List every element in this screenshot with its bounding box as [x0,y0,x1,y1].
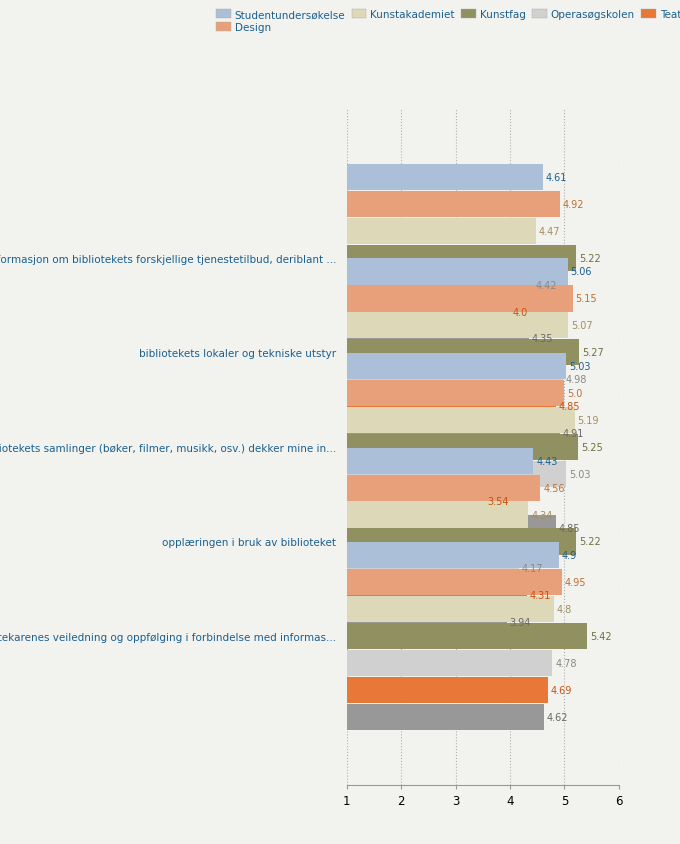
Bar [347,555,520,582]
Text: 5.19: 5.19 [577,415,599,425]
Text: 4.0: 4.0 [513,307,528,317]
Text: 4.85: 4.85 [559,523,581,533]
Text: 4.47: 4.47 [539,226,560,236]
Text: 5.22: 5.22 [579,537,601,547]
Legend: Studentundersøkelse, Design, Kunstakademiet, Kunstfag, Operasøgskolen, Teaterhøg: Studentundersøkelse, Design, Kunstakadem… [216,10,680,34]
Bar [347,515,556,541]
Text: 5.25: 5.25 [581,442,602,452]
Bar [347,570,562,596]
Text: 5.27: 5.27 [582,348,604,358]
Bar [347,408,575,434]
Bar [347,326,529,352]
Text: 4.85: 4.85 [559,402,581,412]
Bar [347,582,527,609]
Text: 4.8: 4.8 [556,604,571,614]
Text: 4.35: 4.35 [532,334,554,344]
Bar [347,704,544,730]
Bar [347,677,547,703]
Bar [347,366,563,392]
Text: 4.91: 4.91 [562,429,583,439]
Text: 4.78: 4.78 [555,658,577,668]
Text: 4.34: 4.34 [531,510,553,520]
Bar [347,448,533,474]
Text: 4.62: 4.62 [547,712,568,722]
Bar [347,246,577,272]
Text: 5.07: 5.07 [571,321,592,331]
Bar [347,272,533,298]
Bar [347,609,507,636]
Bar [347,623,588,649]
Bar [347,299,510,325]
Bar [347,259,568,285]
Text: 5.03: 5.03 [568,469,590,479]
Text: 5.03: 5.03 [568,361,590,371]
Text: 4.95: 4.95 [564,577,586,587]
Text: 4.31: 4.31 [530,591,551,601]
Bar [347,502,528,528]
Bar [347,286,573,312]
Text: 3.54: 3.54 [488,496,509,506]
Bar [347,597,554,623]
Bar [347,340,579,366]
Text: 4.61: 4.61 [546,173,567,182]
Bar [347,461,566,487]
Bar [347,354,566,380]
Bar [347,393,556,419]
Bar [347,650,552,676]
Text: 5.06: 5.06 [571,268,592,277]
Bar [347,313,568,339]
Text: 5.0: 5.0 [567,388,583,398]
Text: 4.17: 4.17 [522,564,543,574]
Bar [347,192,560,218]
Bar [347,488,485,514]
Text: 4.42: 4.42 [536,280,557,290]
Bar [347,420,560,446]
Text: 4.98: 4.98 [566,375,588,385]
Bar [347,528,577,555]
Text: 4.69: 4.69 [550,685,572,695]
Bar [347,543,559,569]
Bar [347,381,564,407]
Bar [347,434,578,461]
Text: 5.22: 5.22 [579,253,601,263]
Text: 5.15: 5.15 [575,294,597,304]
Text: 5.42: 5.42 [590,631,611,641]
Text: 4.43: 4.43 [536,456,558,466]
Text: 4.9: 4.9 [562,550,577,560]
Text: 3.94: 3.94 [509,618,531,627]
Bar [347,475,541,501]
Bar [347,219,536,245]
Text: 4.56: 4.56 [543,483,564,493]
Bar [347,165,543,191]
Text: 4.92: 4.92 [563,199,584,209]
